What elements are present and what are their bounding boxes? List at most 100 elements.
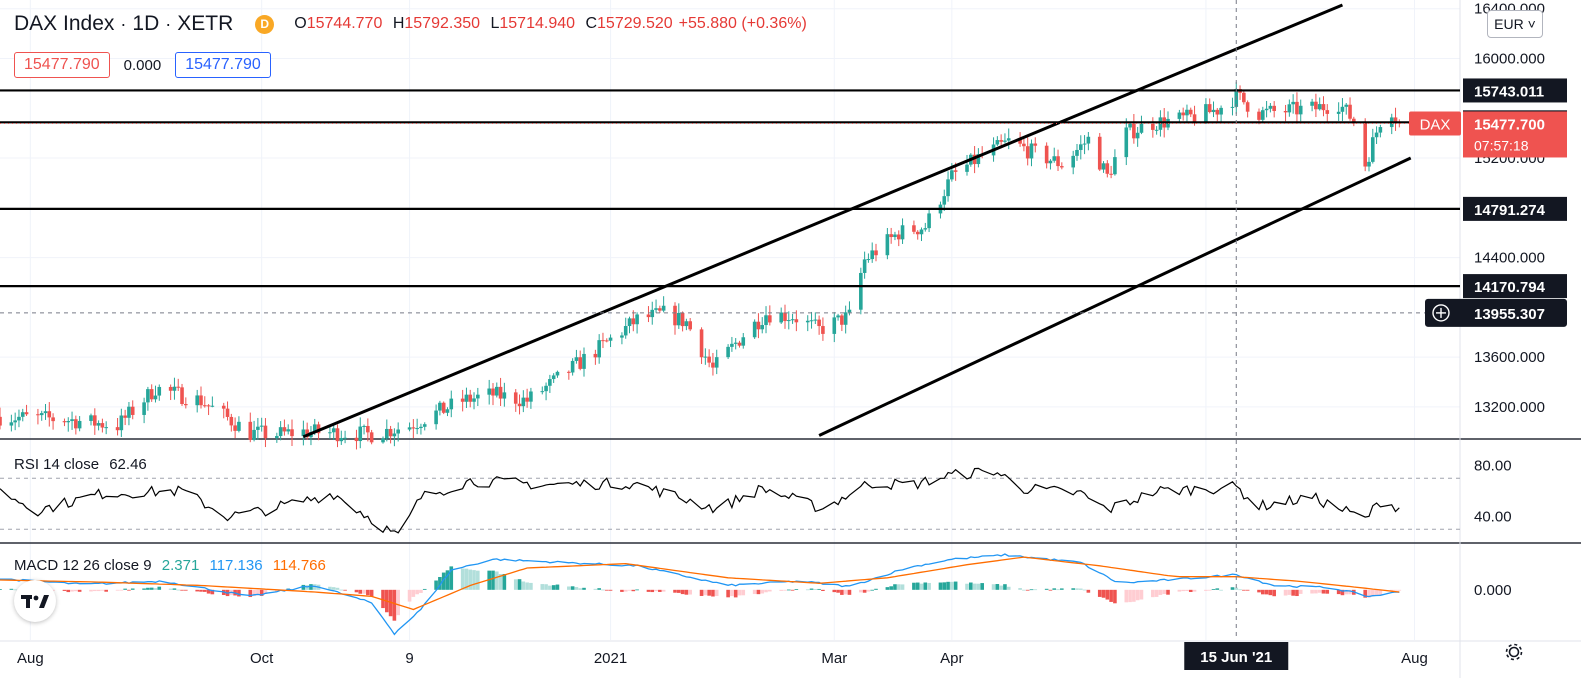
macd-histogram-bar — [714, 589, 719, 597]
currency-dropdown[interactable]: EUR ˅ — [1487, 10, 1543, 38]
macd-histogram-bar — [741, 589, 746, 596]
candle — [1340, 98, 1345, 122]
level-label-bg — [1463, 274, 1567, 299]
indicator-value-right[interactable]: 15477.790 — [175, 52, 271, 78]
candle — [248, 412, 253, 443]
macd-histogram-bar — [794, 589, 799, 590]
candle-body — [1177, 112, 1182, 119]
gear-icon[interactable] — [1503, 641, 1525, 663]
candle-body — [415, 428, 419, 430]
price-tick-label: 16000.000 — [1474, 50, 1545, 67]
candle — [89, 413, 93, 426]
candle — [544, 382, 548, 401]
candle — [180, 383, 184, 406]
candle — [449, 390, 454, 418]
candle — [859, 267, 863, 315]
candle-body — [407, 427, 412, 430]
candle — [1166, 111, 1170, 131]
candle — [100, 418, 105, 433]
candle — [130, 400, 135, 420]
macd-histogram-bar — [680, 589, 685, 595]
price-tick-label: 13600.000 — [1474, 349, 1545, 366]
level-price-label: 15743.011 — [1463, 78, 1567, 103]
candle-body — [1245, 102, 1250, 112]
candle — [1003, 133, 1007, 144]
macd-histogram-bar — [100, 589, 105, 591]
candle — [673, 302, 677, 335]
macd-histogram-bar — [1317, 589, 1322, 593]
macd-histogram-bar — [582, 587, 586, 590]
candle — [790, 313, 795, 324]
candle-body — [597, 340, 601, 358]
macd-histogram-bar — [1003, 584, 1007, 590]
candle-body — [1370, 137, 1375, 162]
candle — [0, 407, 2, 430]
plus-circle-icon — [1432, 304, 1450, 322]
candle-body — [157, 386, 162, 396]
candle — [548, 374, 552, 393]
candle-body — [328, 432, 332, 434]
level-label-bg — [1463, 196, 1567, 221]
tradingview-logo[interactable] — [14, 580, 56, 622]
candle-body — [764, 315, 768, 326]
candle-body — [343, 437, 347, 439]
candle-body — [1124, 127, 1129, 158]
macd-histogram-bar — [1181, 589, 1185, 592]
macd-histogram-bar — [411, 589, 416, 597]
symbol-name[interactable]: DAX Index — [14, 12, 115, 35]
candle-body — [805, 320, 810, 323]
macd-histogram-bar — [381, 589, 385, 609]
candle — [529, 387, 533, 409]
candle — [290, 419, 294, 447]
interval-label[interactable]: 1D — [132, 12, 160, 35]
candle — [1374, 126, 1379, 144]
macd-histogram-bar — [601, 589, 605, 591]
candle-body — [1192, 114, 1197, 122]
candle-body — [202, 405, 207, 407]
macd-histogram-bar — [1268, 589, 1273, 596]
candle-body — [862, 259, 867, 273]
macd-histogram-bar — [1071, 588, 1075, 590]
candle — [1078, 135, 1083, 160]
candle — [813, 312, 818, 324]
macd-histogram-bar — [89, 589, 93, 592]
delayed-data-badge[interactable]: D — [255, 14, 275, 34]
candle — [620, 332, 624, 345]
macd-histogram-bar — [1370, 589, 1375, 597]
candle — [711, 352, 715, 376]
candle — [381, 436, 385, 444]
candle — [654, 299, 658, 313]
macd-histogram-bar — [608, 589, 613, 591]
candle — [20, 408, 25, 422]
candle-body — [1060, 166, 1064, 168]
candle-body — [233, 425, 237, 431]
macd-histogram-bar — [635, 589, 639, 591]
macd-histogram-bar — [574, 587, 579, 590]
candle — [601, 332, 605, 349]
candle-body — [623, 326, 628, 336]
candle — [115, 418, 120, 436]
crosshair-date-text: 15 Jun '21 — [1200, 649, 1272, 666]
macd-title[interactable]: MACD 12 26 close 9 — [14, 557, 152, 574]
candle — [369, 429, 374, 445]
crosshair-price-text: 13955.307 — [1474, 306, 1545, 323]
rsi-title[interactable]: RSI 14 close — [14, 456, 100, 473]
candle-body — [752, 321, 757, 338]
candle-body — [1321, 104, 1326, 111]
indicator-value-left[interactable]: 15477.790 — [14, 52, 110, 78]
candle — [1113, 149, 1117, 176]
candle — [331, 423, 336, 441]
macd-histogram-bar — [1298, 589, 1303, 594]
macd-histogram-bar — [620, 589, 624, 592]
candle-body — [661, 305, 666, 311]
candle-body — [366, 425, 370, 433]
macd-histogram-bar — [335, 587, 340, 590]
macd-histogram-bar — [551, 585, 556, 590]
macd-histogram-bar — [862, 589, 867, 593]
macd-histogram-bar — [661, 589, 666, 592]
candle-body — [1052, 156, 1057, 161]
candle-body — [146, 389, 150, 403]
candle-body — [680, 312, 685, 327]
candle-body — [123, 415, 127, 418]
